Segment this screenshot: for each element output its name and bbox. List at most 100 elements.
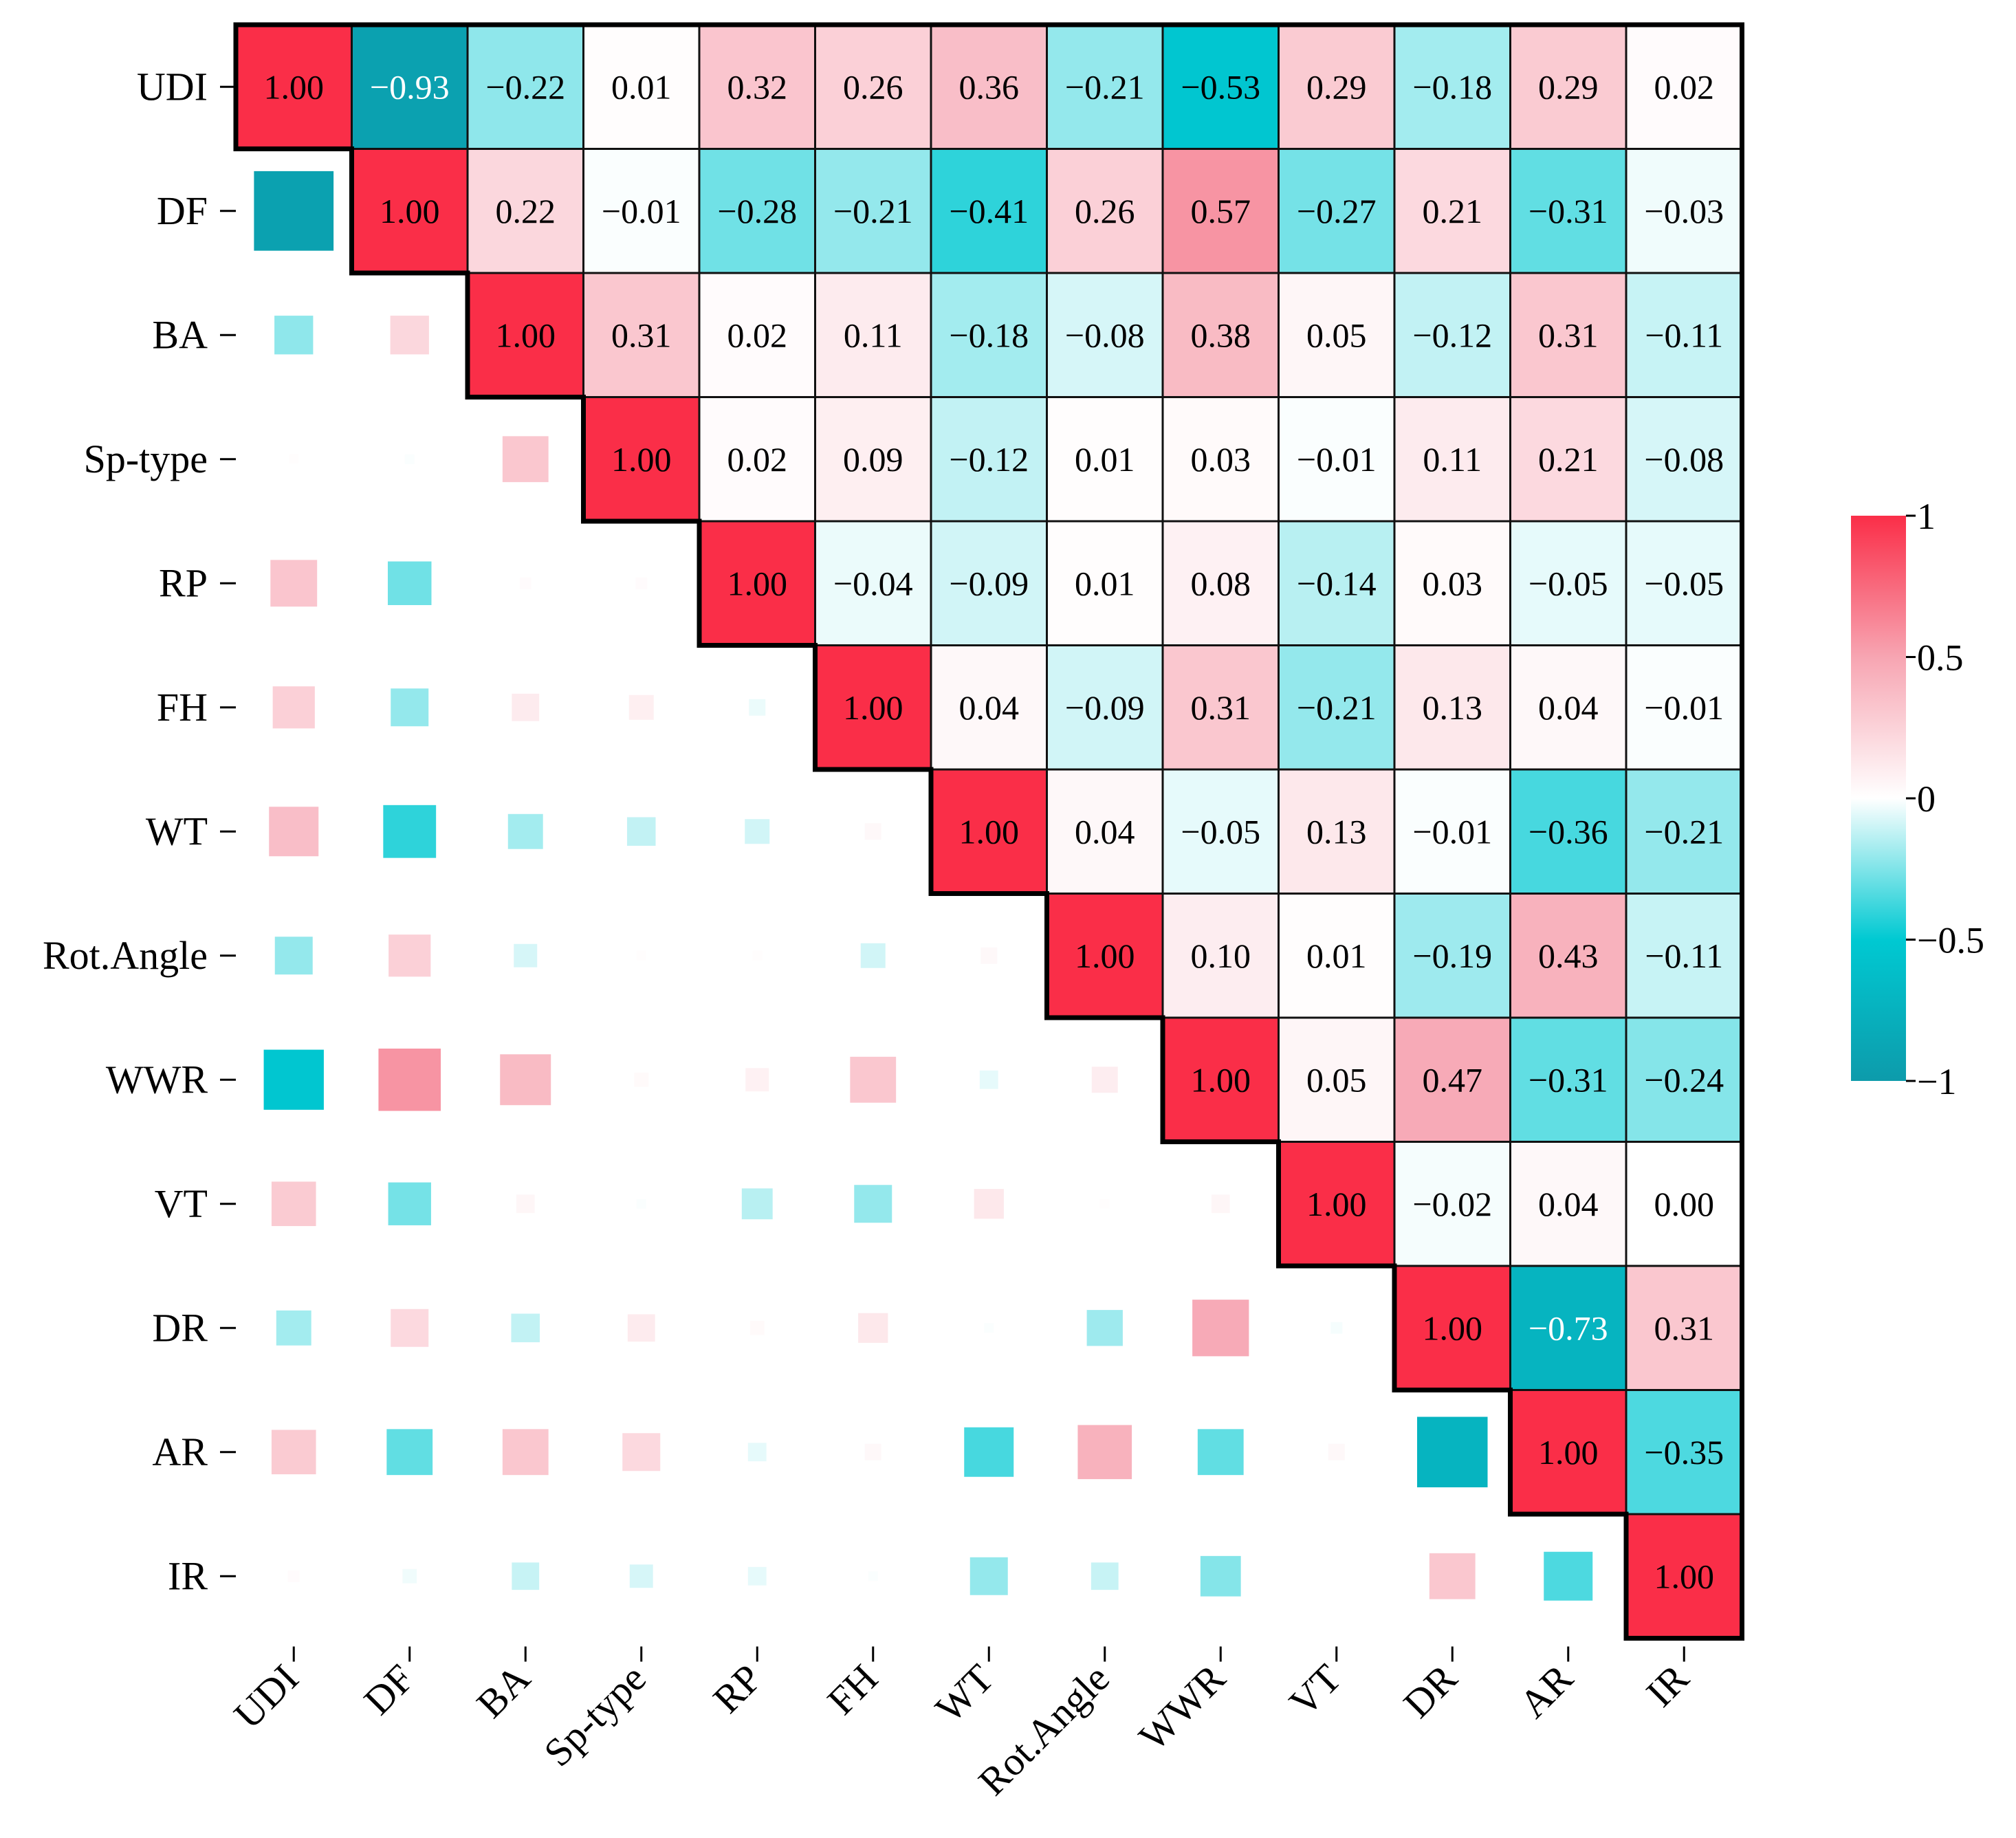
cell-value-WT-IR: −0.21 xyxy=(1644,812,1724,851)
heatmap-square-DR-DF xyxy=(391,1309,429,1347)
heatmap-cell-RP-DR xyxy=(1393,520,1511,646)
heatmap-cell-BA-IR xyxy=(1625,272,1743,398)
heatmap-square-WWR-Rot.Angle xyxy=(1091,1066,1118,1093)
heatmap-square-Rot.Angle-FH xyxy=(860,943,886,968)
heatmap-cell-DF-DR xyxy=(1393,148,1511,274)
cell-value-Sp-type-Rot.Angle: 0.01 xyxy=(1075,440,1135,479)
cell-value-Rot.Angle-AR: 0.43 xyxy=(1538,937,1599,975)
heatmap-square-WWR-Sp-type xyxy=(634,1072,649,1087)
heatmap-square-WWR-BA xyxy=(500,1054,551,1106)
cell-value-RP-RP: 1.00 xyxy=(727,564,788,602)
colorbar-gradient xyxy=(1851,516,1906,1081)
heatmap-square-Sp-type-UDI xyxy=(289,454,299,464)
heatmap-square-VT-UDI xyxy=(271,1181,316,1227)
x-tick-label-FH: FH xyxy=(819,1656,886,1723)
x-tick-label-DF: DF xyxy=(355,1656,423,1723)
heatmap-square-WWR-FH xyxy=(850,1056,897,1103)
heatmap-cell-DR-AR xyxy=(1509,1265,1628,1391)
heatmap-cell-VT-VT xyxy=(1278,1141,1396,1267)
heatmap-cell-Rot.Angle-WWR xyxy=(1161,893,1280,1019)
y-tick-label-DF: DF xyxy=(157,188,208,233)
cell-value-BA-IR: −0.11 xyxy=(1645,316,1723,354)
cell-value-BA-AR: 0.31 xyxy=(1538,316,1599,354)
heatmap-square-WWR-WT xyxy=(979,1070,998,1089)
cell-value-Sp-type-RP: 0.02 xyxy=(727,440,788,479)
cell-value-VT-DR: −0.02 xyxy=(1412,1185,1492,1223)
heatmap-square-WWR-DF xyxy=(378,1048,441,1111)
cell-value-UDI-DF: −0.93 xyxy=(370,67,450,106)
heatmap-cell-DF-WWR xyxy=(1161,148,1280,274)
heatmap-cell-RP-FH xyxy=(814,520,932,646)
cell-value-FH-WT: 0.04 xyxy=(959,688,1020,727)
cell-value-Rot.Angle-WWR: 0.10 xyxy=(1191,937,1251,975)
heatmap-cell-UDI-AR xyxy=(1509,23,1628,150)
cell-value-FH-VT: −0.21 xyxy=(1297,688,1377,727)
cell-value-Rot.Angle-VT: 0.01 xyxy=(1306,937,1367,975)
cell-value-IR-IR: 1.00 xyxy=(1654,1557,1715,1595)
cell-value-Sp-type-IR: −0.08 xyxy=(1644,440,1724,479)
colorbar-tick-label: 1 xyxy=(1917,496,1936,537)
cell-value-RP-VT: −0.14 xyxy=(1297,564,1377,602)
cell-value-UDI-WT: 0.36 xyxy=(959,67,1020,106)
cell-value-AR-IR: −0.35 xyxy=(1644,1433,1724,1472)
heatmap-square-RP-UDI xyxy=(270,560,318,607)
cell-value-VT-AR: 0.04 xyxy=(1538,1185,1599,1223)
heatmap-square-RP-Sp-type xyxy=(635,577,648,589)
x-tick-label-WT: WT xyxy=(927,1656,1002,1731)
cell-value-DF-BA: 0.22 xyxy=(496,192,556,230)
heatmap-cell-BA-Sp-type xyxy=(582,272,701,398)
heatmap-square-DR-VT xyxy=(1330,1322,1343,1334)
heatmap-cell-WWR-WWR xyxy=(1161,1016,1280,1143)
cell-value-BA-Sp-type: 0.31 xyxy=(611,316,672,354)
cell-value-Sp-type-Sp-type: 1.00 xyxy=(611,440,672,479)
cell-value-Sp-type-FH: 0.09 xyxy=(843,440,903,479)
heatmap-cell-Sp-type-WWR xyxy=(1161,396,1280,523)
x-tick-label-Sp-type: Sp-type xyxy=(535,1656,655,1775)
heatmap-cell-FH-WWR xyxy=(1161,644,1280,771)
heatmap-cell-RP-WT xyxy=(930,520,1048,646)
y-tick-label-VT: VT xyxy=(155,1181,208,1226)
y-tick-label-IR: IR xyxy=(168,1553,208,1598)
heatmap-cell-WT-WWR xyxy=(1161,768,1280,895)
heatmap-square-DF-UDI xyxy=(254,171,334,251)
cell-value-WWR-WWR: 1.00 xyxy=(1191,1060,1251,1099)
cell-value-WT-DR: −0.01 xyxy=(1412,812,1492,851)
cell-value-UDI-WWR: −0.53 xyxy=(1181,67,1260,106)
x-tick-label-VT: VT xyxy=(1280,1656,1350,1725)
cell-value-BA-Rot.Angle: −0.08 xyxy=(1065,316,1145,354)
heatmap-square-VT-Sp-type xyxy=(636,1199,646,1209)
heatmap-square-WT-BA xyxy=(507,813,543,849)
heatmap-square-DR-Rot.Angle xyxy=(1086,1310,1123,1346)
heatmap-square-Sp-type-BA xyxy=(502,436,549,483)
heatmap-square-Sp-type-DF xyxy=(404,454,415,464)
heatmap-cells xyxy=(233,22,1744,1641)
heatmap-cell-IR-IR xyxy=(1625,1513,1743,1639)
cell-value-DF-VT: −0.27 xyxy=(1297,192,1377,230)
y-tick-label-RP: RP xyxy=(159,560,208,605)
cell-value-FH-AR: 0.04 xyxy=(1538,688,1599,727)
x-tick-label-UDI: UDI xyxy=(226,1656,307,1738)
cell-value-FH-FH: 1.00 xyxy=(843,688,903,727)
colorbar: 1 0.5 0 −0.5 −1 xyxy=(1851,496,1984,1102)
heatmap-square-RP-DF xyxy=(388,561,432,605)
heatmap-cell-Sp-type-Sp-type xyxy=(582,396,701,523)
y-tick-label-BA: BA xyxy=(152,312,208,357)
heatmap-cell-Sp-type-VT xyxy=(1278,396,1396,523)
heatmap-cell-UDI-Rot.Angle xyxy=(1046,23,1164,150)
heatmap-square-DR-Sp-type xyxy=(627,1314,655,1342)
heatmap-square-WWR-UDI xyxy=(263,1049,324,1110)
cell-value-DF-AR: −0.31 xyxy=(1529,192,1608,230)
cell-value-DF-WWR: 0.57 xyxy=(1191,192,1251,230)
cell-value-Sp-type-VT: −0.01 xyxy=(1297,440,1377,479)
cell-value-BA-BA: 1.00 xyxy=(496,316,556,354)
x-tick-label-WWR: WWR xyxy=(1130,1656,1234,1760)
y-tick-label-AR: AR xyxy=(152,1430,208,1474)
y-tick-label-Rot.Angle: Rot.Angle xyxy=(43,933,208,978)
heatmap-square-DR-WWR xyxy=(1192,1300,1249,1357)
heatmap-cell-BA-RP xyxy=(698,272,816,398)
cell-value-WT-WWR: −0.05 xyxy=(1181,812,1260,851)
cell-value-BA-WWR: 0.38 xyxy=(1191,316,1251,354)
cell-value-BA-VT: 0.05 xyxy=(1306,316,1367,354)
cell-value-RP-IR: −0.05 xyxy=(1644,564,1724,602)
